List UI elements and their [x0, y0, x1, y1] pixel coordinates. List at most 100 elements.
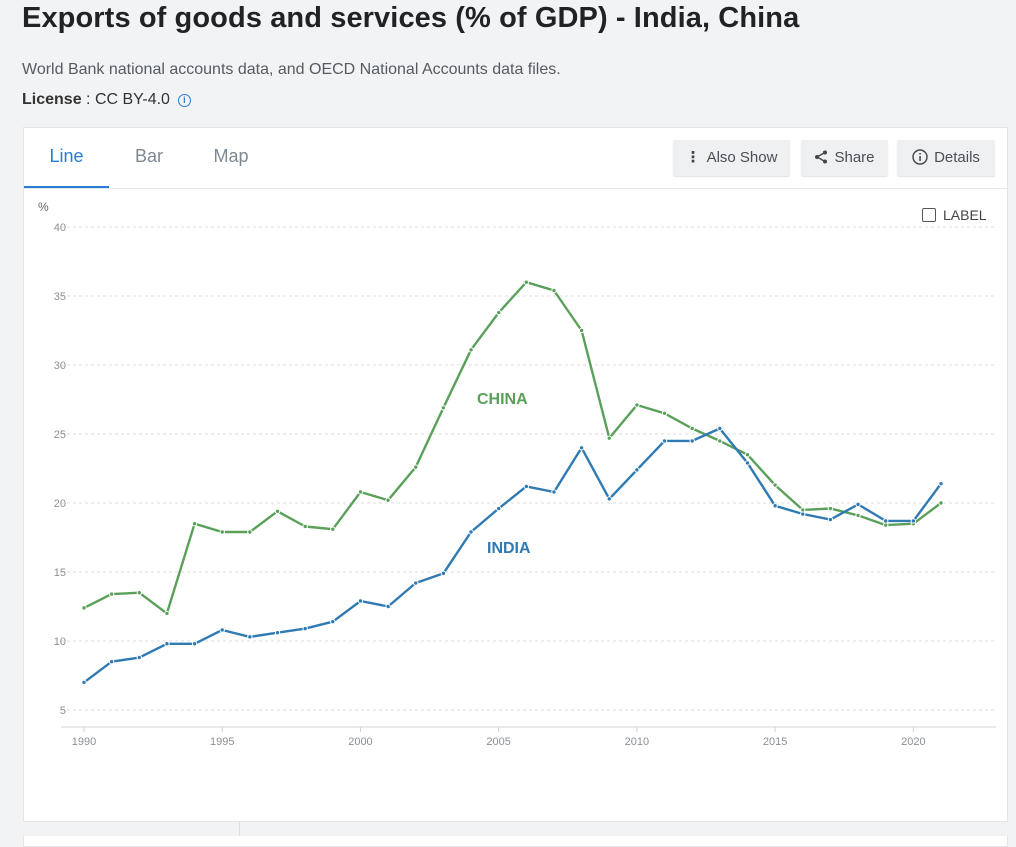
data-point-india	[634, 467, 640, 473]
data-point-china	[744, 452, 751, 458]
data-point-china	[191, 521, 198, 527]
data-point-china	[689, 425, 695, 432]
data-point-india	[468, 529, 474, 535]
share-icon	[814, 140, 828, 176]
data-point-china	[274, 508, 281, 514]
data-point-china	[164, 610, 170, 617]
x-tick-label: 1990	[72, 736, 96, 748]
y-tick-label: 40	[54, 222, 66, 234]
data-point-india	[551, 489, 557, 495]
y-tick-label: 35	[54, 291, 66, 303]
license-label: License	[22, 91, 82, 108]
label-toggle[interactable]: LABEL	[922, 207, 987, 223]
data-point-china	[357, 489, 364, 495]
data-point-india	[247, 634, 253, 640]
data-point-china	[81, 605, 87, 611]
data-point-india	[136, 654, 142, 661]
data-point-china	[551, 287, 557, 294]
more-vertical-icon: ⋮	[685, 149, 701, 166]
y-tick-label: 10	[54, 636, 66, 648]
data-point-india	[274, 630, 281, 636]
license-value: CC BY-4.0	[94, 91, 170, 108]
data-point-india	[385, 603, 391, 610]
data-point-india	[606, 496, 612, 502]
data-point-india	[330, 618, 336, 625]
series-line-india	[83, 427, 942, 684]
data-point-china	[413, 464, 419, 470]
data-point-china	[606, 435, 612, 441]
data-point-india	[938, 480, 944, 487]
y-tick-label: 20	[54, 498, 66, 510]
tab-bar[interactable]: Bar	[134, 146, 163, 166]
data-point-india	[357, 598, 364, 604]
tab-line[interactable]: Line	[24, 128, 109, 188]
data-point-india	[910, 518, 917, 524]
data-point-china	[330, 526, 336, 532]
x-tick-label: 2020	[901, 736, 925, 748]
data-point-india	[883, 518, 889, 524]
data-point-china	[219, 529, 225, 535]
y-axis-unit: %	[38, 200, 49, 214]
info-circle-icon	[912, 140, 928, 176]
chart-panel: Line Bar Map ⋮ Also Show Share Details	[23, 127, 1008, 847]
data-point-china	[495, 309, 502, 316]
series-label-china: CHINA	[477, 391, 528, 408]
panel-footer	[23, 821, 1008, 836]
y-tick-label: 25	[54, 429, 66, 441]
footer-divider	[239, 822, 240, 836]
y-tick-label: 15	[54, 567, 66, 579]
also-show-label: Also Show	[706, 149, 778, 166]
details-label: Details	[934, 149, 980, 166]
data-point-china	[827, 505, 834, 512]
data-point-india	[661, 438, 668, 444]
share-button[interactable]: Share	[801, 140, 888, 176]
data-point-china	[468, 347, 474, 353]
data-point-china	[717, 438, 723, 444]
data-point-india	[495, 505, 502, 512]
page-title: Exports of goods and services (% of GDP)…	[22, 2, 800, 34]
data-point-india	[413, 580, 419, 586]
data-point-india	[827, 516, 834, 523]
data-point-india	[689, 438, 695, 444]
data-point-india	[440, 570, 447, 577]
data-point-india	[523, 483, 530, 490]
license-separator: :	[81, 91, 95, 108]
data-point-china	[440, 405, 447, 411]
tab-map[interactable]: Map	[213, 146, 249, 166]
chart-type-tabs: Line Bar Map ⋮ Also Show Share Details	[24, 128, 1007, 189]
details-button[interactable]: Details	[897, 140, 995, 176]
data-point-india	[164, 641, 170, 647]
data-point-china	[108, 591, 115, 597]
data-point-china	[385, 497, 391, 503]
info-circle-icon[interactable]: i	[177, 94, 191, 107]
share-label: Share	[834, 149, 875, 166]
data-point-china	[302, 523, 308, 530]
data-point-china	[855, 512, 861, 519]
x-tick-label: 2000	[348, 736, 372, 748]
data-point-china	[523, 279, 530, 285]
data-point-china	[634, 402, 640, 408]
data-point-china	[136, 590, 142, 596]
label-toggle-text: LABEL	[943, 207, 987, 223]
y-tick-label: 30	[54, 360, 66, 372]
license-line: License : CC BY-4.0 i	[22, 91, 191, 109]
data-point-india	[800, 511, 806, 517]
series-label-india: INDIA	[487, 540, 531, 557]
label-checkbox[interactable]	[922, 208, 936, 222]
data-point-india	[772, 503, 778, 509]
data-point-china	[661, 410, 668, 416]
x-tick-label: 1995	[210, 736, 234, 748]
data-point-india	[578, 445, 585, 451]
x-tick-label: 2005	[486, 736, 510, 748]
also-show-button[interactable]: ⋮ Also Show	[673, 140, 790, 176]
data-point-india	[744, 460, 751, 466]
data-point-india	[855, 501, 861, 508]
data-point-india	[219, 627, 225, 633]
series-line-china	[83, 280, 942, 615]
x-tick-label: 2010	[625, 736, 649, 748]
data-point-india	[717, 425, 723, 432]
data-point-india	[302, 625, 308, 632]
data-point-china	[247, 529, 253, 535]
data-point-china	[938, 500, 944, 506]
data-point-india	[191, 641, 198, 647]
